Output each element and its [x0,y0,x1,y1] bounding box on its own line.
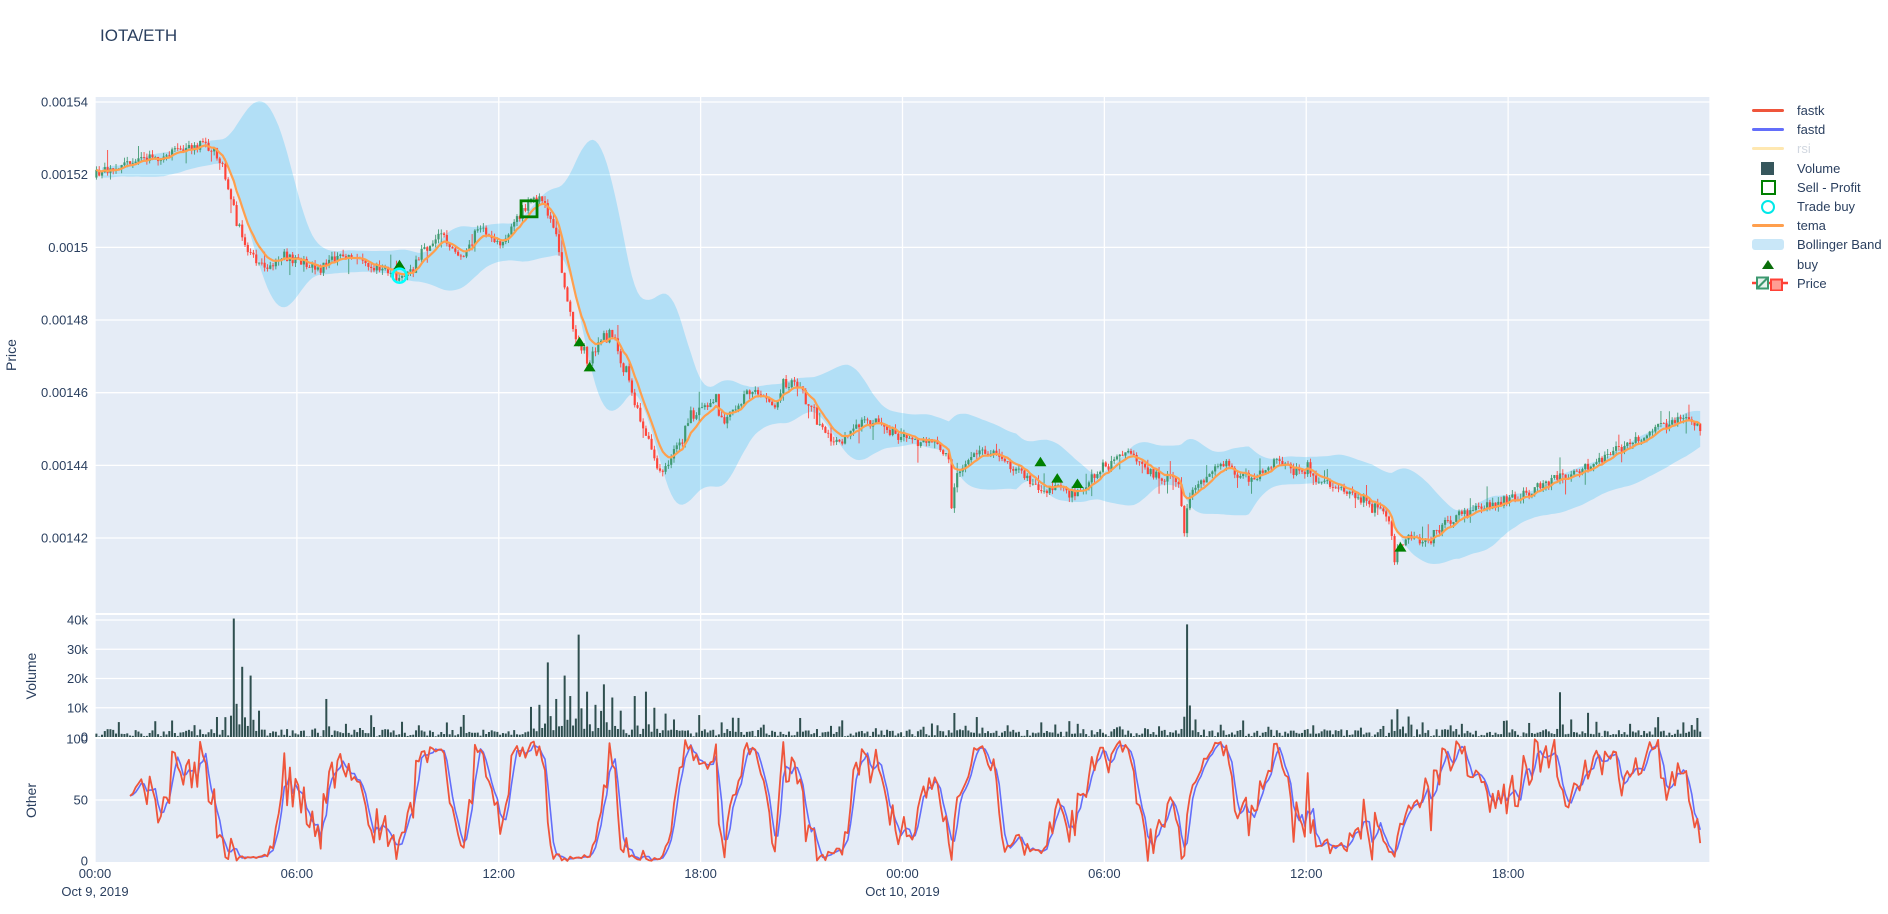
legend-label: Trade buy [1797,199,1855,214]
x-axis-date: Oct 10, 2019 [865,884,939,899]
legend-item-volume[interactable]: Volume [1752,159,1882,178]
volume-axis-tick: 20k [67,671,88,686]
legend-item-price[interactable]: Price [1752,274,1882,293]
price-axis-tick: 0.00154 [41,95,88,110]
legend-symbol-square_open [1752,180,1792,195]
legend-item-sell-profit[interactable]: Sell - Profit [1752,178,1882,197]
legend-symbol-line [1752,128,1792,131]
x-axis-tick: 00:00 [886,866,919,881]
x-axis-tick: 12:00 [1290,866,1323,881]
legend-symbol-line [1752,109,1792,112]
price-axis-tick: 0.00146 [41,385,88,400]
legend-symbol-triangle [1752,260,1792,269]
x-axis-date: Oct 9, 2019 [61,884,128,899]
other-axis-tick: 100 [66,732,88,747]
x-axis-tick: 18:00 [684,866,717,881]
x-axis-tick: 06:00 [281,866,314,881]
legend-label: fastk [1797,103,1824,118]
legend-item-trade-buy[interactable]: Trade buy [1752,197,1882,216]
legend-symbol-square [1752,162,1792,175]
legend-item-fastk[interactable]: fastk [1752,101,1882,120]
price-axis-tick: 0.00148 [41,313,88,328]
legend-label: rsi [1797,141,1811,156]
legend-item-rsi[interactable]: rsi [1752,139,1882,158]
price-axis-tick: 0.0015 [48,240,88,255]
legend-label: Sell - Profit [1797,180,1861,195]
legend-label: Bollinger Band [1797,237,1882,252]
legend-symbol-candle [1752,275,1792,291]
legend: fastk fastd rsi Volume Sell - Profit Trade bu… [1752,101,1882,293]
other-axis-title: Other [23,783,39,818]
legend-label: tema [1797,218,1826,233]
legend-label: Price [1797,276,1827,291]
legend-item-bollinger-band[interactable]: Bollinger Band [1752,235,1882,254]
legend-item-fastd[interactable]: fastd [1752,120,1882,139]
legend-symbol-line [1752,224,1792,227]
legend-item-tema[interactable]: tema [1752,216,1882,235]
volume-axis-tick: 40k [67,613,88,628]
price-axis-title: Price [3,339,19,371]
price-axis-tick: 0.00144 [41,458,88,473]
price-axis-tick: 0.00142 [41,531,88,546]
legend-symbol-band [1752,239,1792,250]
legend-label: fastd [1797,122,1825,137]
legend-label: buy [1797,257,1818,272]
x-axis-tick: 06:00 [1088,866,1121,881]
x-axis-tick: 18:00 [1492,866,1525,881]
legend-symbol-circle_open [1752,200,1792,214]
legend-item-buy[interactable]: buy [1752,255,1882,274]
volume-axis-title: Volume [23,652,39,699]
other-axis-tick: 50 [74,793,88,808]
x-axis-tick: 12:00 [482,866,515,881]
volume-axis-tick: 10k [67,700,88,715]
legend-label: Volume [1797,161,1840,176]
x-axis-tick: 00:00 [79,866,112,881]
legend-symbol-line [1752,147,1792,150]
price-axis-tick: 0.00152 [41,167,88,182]
volume-axis-tick: 30k [67,642,88,657]
